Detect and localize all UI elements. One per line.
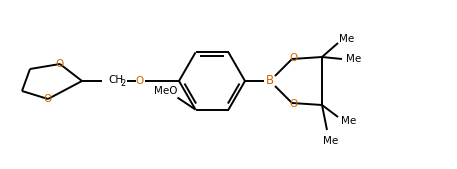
Text: Me: Me bbox=[340, 34, 355, 44]
Text: 2: 2 bbox=[120, 78, 125, 88]
Text: O: O bbox=[56, 59, 64, 69]
Text: CH: CH bbox=[108, 75, 123, 85]
Text: O: O bbox=[289, 53, 297, 63]
Text: B: B bbox=[266, 75, 274, 88]
Text: O: O bbox=[136, 76, 144, 86]
Text: Me: Me bbox=[341, 116, 356, 126]
Text: Me: Me bbox=[324, 136, 339, 146]
Text: Me: Me bbox=[346, 54, 361, 64]
Text: O: O bbox=[44, 94, 52, 104]
Text: MeO: MeO bbox=[154, 86, 177, 96]
Text: O: O bbox=[289, 99, 297, 109]
